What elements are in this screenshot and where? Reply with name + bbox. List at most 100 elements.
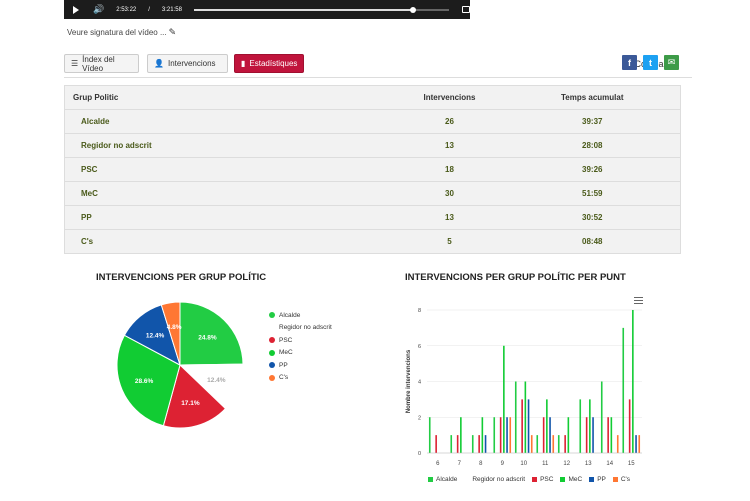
bar-mec-8[interactable]	[481, 417, 484, 453]
bar-c-s-9[interactable]	[509, 417, 512, 453]
seek-handle[interactable]	[410, 6, 417, 13]
legend-item[interactable]: Regidor no adscrit	[464, 476, 525, 483]
bar-pp-15[interactable]	[635, 435, 637, 453]
x-tick-label: 14	[606, 461, 613, 467]
fullscreen-icon[interactable]	[462, 6, 470, 13]
cell-interventions: 18	[394, 157, 505, 182]
legend-label: Regidor no adscrit	[279, 324, 332, 332]
bar-mec-13[interactable]	[589, 399, 591, 453]
bar-pp-8[interactable]	[484, 435, 487, 453]
facebook-share-button[interactable]: f	[622, 55, 637, 70]
pie-chart: 24.8% 12.4% 17.1% 28.6% 12.4% 4.8%	[108, 295, 253, 435]
legend-item[interactable]: Regidor no adscrit	[269, 322, 332, 335]
tab-video-index[interactable]: ☰ Índex del Vídeo	[64, 54, 139, 73]
signature-link[interactable]: Veure signatura del vídeo ... ✎	[67, 27, 176, 38]
bar-c-s-10[interactable]	[530, 435, 533, 453]
pie-slice-psc[interactable]	[162, 364, 227, 429]
tab-bar: ☰ Índex del Vídeo 👤 Intervencions ▮ Esta…	[64, 54, 692, 78]
legend-marker	[269, 337, 275, 344]
legend-item[interactable]: C's	[612, 476, 630, 483]
current-time: 2:53:22	[116, 6, 137, 13]
hamburger-menu-icon[interactable]	[634, 297, 643, 304]
bar-c-s-14[interactable]	[616, 435, 619, 453]
pie-slice-c-s[interactable]	[160, 301, 181, 366]
legend-item[interactable]: PSC	[532, 476, 553, 483]
bar-alcalde-15[interactable]	[622, 327, 625, 453]
x-tick-label: 10	[520, 461, 527, 467]
table-row: MeC 30 51:59	[64, 181, 681, 206]
pie-legend: Alcalde Regidor no adscrit PSC MeC PP C's	[269, 309, 332, 384]
pie-data-label: 4.8%	[167, 324, 182, 331]
legend-item[interactable]: C's	[269, 372, 332, 385]
bar-alcalde-10[interactable]	[514, 381, 517, 454]
bar-pp-13[interactable]	[592, 417, 594, 453]
email-share-button[interactable]: ✉	[664, 55, 679, 70]
legend-item[interactable]: PP	[589, 476, 606, 483]
seek-progress	[193, 8, 414, 11]
pie-data-label: 17.1%	[181, 400, 200, 407]
x-tick-label: 13	[585, 461, 592, 467]
bar-psc-6[interactable]	[435, 435, 437, 453]
seek-bar[interactable]	[193, 6, 450, 13]
volume-icon[interactable]: 🔊	[93, 4, 105, 14]
cell-group: MeC	[64, 181, 395, 206]
legend-label: Alcalde	[436, 476, 458, 483]
bar-alcalde-6[interactable]	[428, 417, 431, 453]
bar-psc-11[interactable]	[542, 417, 545, 453]
bar-pp-9[interactable]	[506, 417, 508, 453]
legend-label: PSC	[540, 476, 554, 483]
bar-pp-11[interactable]	[549, 417, 551, 453]
legend-label: PSC	[279, 336, 293, 344]
bar-psc-8[interactable]	[478, 435, 480, 453]
bar-mec-7[interactable]	[460, 417, 462, 453]
header-group: Grup Politic	[64, 85, 395, 110]
y-tick-label: 8	[418, 308, 421, 314]
bar-mec-12[interactable]	[567, 417, 570, 453]
bar-mec-9[interactable]	[503, 345, 505, 453]
twitter-share-button[interactable]: t	[643, 55, 658, 70]
bar-alcalde-14[interactable]	[600, 381, 603, 454]
speaker-icon: 👤	[154, 59, 164, 68]
bar-pp-10[interactable]	[527, 399, 530, 453]
table-row: PP 13 30:52	[64, 205, 681, 230]
play-icon[interactable]	[73, 5, 79, 14]
bar-psc-14[interactable]	[607, 417, 609, 453]
cell-interventions: 13	[394, 133, 505, 158]
bar-alcalde-12[interactable]	[557, 435, 560, 453]
cell-time: 51:59	[504, 181, 681, 206]
bar-legend: Alcalde Regidor no adscrit PSC MeC PP C's	[428, 476, 637, 483]
bar-c-s-11[interactable]	[552, 435, 555, 453]
bar-mec-10[interactable]	[524, 381, 527, 454]
bar-alcalde-7[interactable]	[450, 435, 453, 453]
legend-item[interactable]: PP	[269, 359, 332, 372]
bar-alcalde-9[interactable]	[493, 417, 496, 453]
bar-alcalde-11[interactable]	[536, 435, 539, 453]
bar-psc-12[interactable]	[564, 435, 566, 453]
pie-data-label: 12.4%	[146, 332, 165, 339]
tab-statistics[interactable]: ▮ Estadístiques	[234, 54, 304, 73]
legend-label: Alcalde	[279, 311, 301, 319]
bar-mec-15[interactable]	[632, 310, 634, 453]
bar-psc-10[interactable]	[521, 399, 523, 453]
legend-item[interactable]: Alcalde	[269, 309, 332, 322]
bar-psc-15[interactable]	[628, 399, 631, 453]
bar-alcalde-13[interactable]	[579, 399, 582, 453]
tab-interventions[interactable]: 👤 Intervencions	[147, 54, 228, 73]
bar-mec-14[interactable]	[610, 417, 613, 453]
bar-psc-7[interactable]	[456, 435, 459, 453]
legend-marker	[269, 324, 275, 331]
bar-psc-13[interactable]	[585, 417, 588, 453]
bar-mec-11[interactable]	[546, 399, 548, 453]
legend-item[interactable]: PSC	[269, 334, 332, 347]
bar-alcalde-8[interactable]	[471, 435, 474, 453]
legend-marker	[464, 477, 470, 482]
pie-slice-mec[interactable]	[116, 334, 181, 427]
header-time: Temps acumulat	[504, 85, 681, 110]
bar-c-s-15[interactable]	[638, 435, 641, 453]
pie-slice-alcalde[interactable]	[179, 301, 244, 366]
legend-item[interactable]: MeC	[269, 347, 332, 360]
legend-item[interactable]: MeC	[560, 476, 582, 483]
table-row: PSC 18 39:26	[64, 157, 681, 182]
legend-item[interactable]: Alcalde	[428, 476, 457, 483]
bar-psc-9[interactable]	[499, 417, 502, 453]
